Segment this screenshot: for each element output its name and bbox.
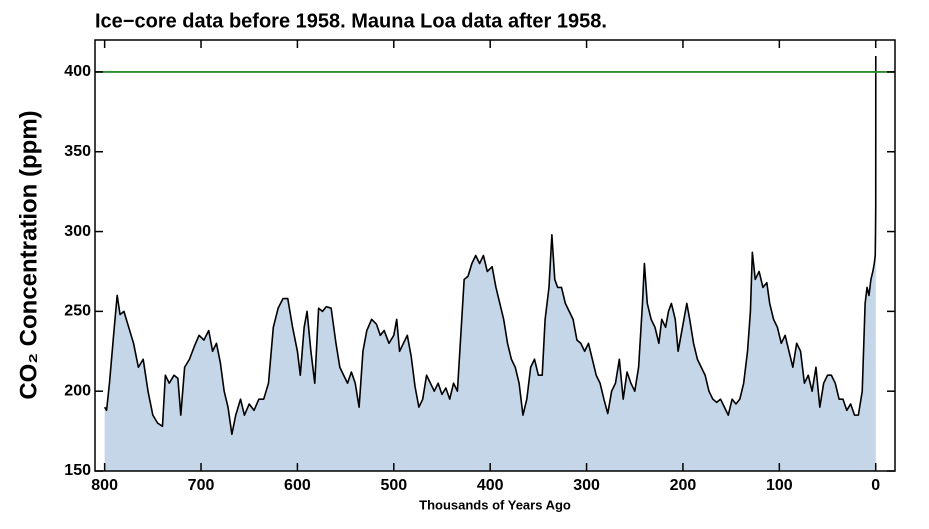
x-tick-label: 0 — [871, 477, 880, 494]
x-tick-label: 800 — [91, 477, 118, 494]
data-line — [103, 55, 877, 436]
y-tick-label: 300 — [64, 223, 91, 240]
y-axis-label: CO₂ Concentration (ppm) — [15, 110, 42, 399]
x-tick-label: 200 — [670, 477, 697, 494]
x-tick-label: 300 — [573, 477, 600, 494]
area-fill — [104, 55, 876, 472]
x-tick-label: 500 — [380, 477, 407, 494]
y-tick-label: 400 — [64, 63, 91, 80]
y-tick-label: 150 — [64, 462, 91, 479]
plot-frame — [94, 39, 896, 472]
chart-title: Ice−core data before 1958. Mauna Loa dat… — [95, 10, 607, 32]
y-tick-label: 250 — [64, 303, 91, 320]
x-axis-label: Thousands of Years Ago — [419, 497, 571, 512]
y-tick-label: 200 — [64, 382, 91, 399]
y-tick-label: 350 — [64, 143, 91, 160]
x-tick-label: 700 — [188, 477, 215, 494]
x-tick-label: 400 — [477, 477, 504, 494]
x-tick-label: 100 — [766, 477, 793, 494]
x-tick-label: 600 — [284, 477, 311, 494]
